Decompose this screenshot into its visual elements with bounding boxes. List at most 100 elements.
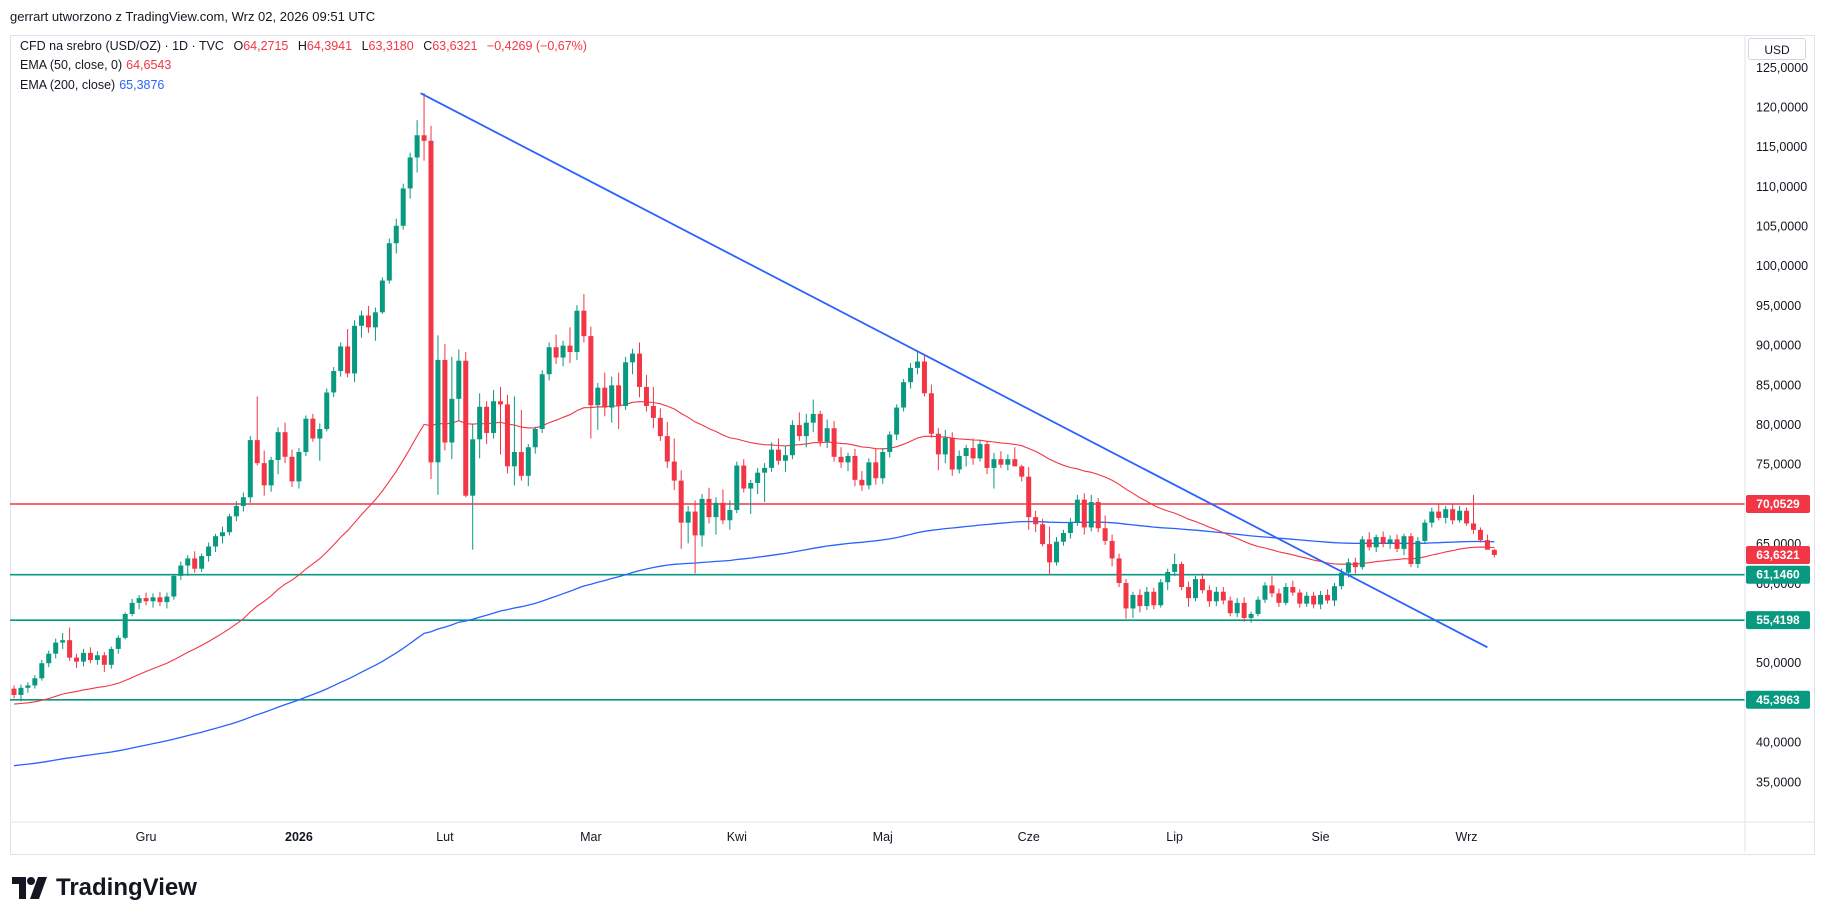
candle <box>1081 493 1087 535</box>
price-tag-bg <box>1746 495 1810 514</box>
candle <box>317 423 323 461</box>
candle-body <box>74 657 80 662</box>
candle <box>233 501 239 522</box>
candle <box>1457 506 1463 523</box>
x-tick-label: Sie <box>1312 830 1330 844</box>
candle-body <box>81 652 86 662</box>
ema200-value: 65,3876 <box>119 78 165 92</box>
candle <box>1074 494 1080 526</box>
candle-body <box>616 385 622 406</box>
price-tag-bg <box>1746 565 1810 584</box>
ema50-label: EMA (50, close, 0) <box>20 58 123 72</box>
candle-body <box>602 387 608 408</box>
candle <box>873 448 879 485</box>
candle-body <box>310 418 316 439</box>
ema200-line <box>13 520 1495 767</box>
candle <box>1415 536 1421 568</box>
candle-body <box>365 315 371 328</box>
candle <box>539 370 545 433</box>
candle-body <box>240 497 246 507</box>
candle-body <box>435 359 441 463</box>
price-tag-support: 45,3963 <box>1746 690 1810 709</box>
candle-body <box>887 434 893 453</box>
candle <box>1318 590 1324 610</box>
candle-body <box>32 678 38 686</box>
price-tag-label: 63,6321 <box>1756 548 1800 562</box>
candle <box>393 218 399 254</box>
candle-body <box>1193 579 1198 599</box>
candle <box>470 423 476 550</box>
y-tick-label: 50,0000 <box>1756 656 1801 670</box>
candle-body <box>1394 539 1400 549</box>
candle <box>498 386 503 455</box>
legend-ema200: EMA (200, close) 65,3876 <box>20 78 164 92</box>
candle-body <box>324 392 330 429</box>
candle-body <box>1276 593 1282 603</box>
candle <box>150 593 156 608</box>
price-tag-label: 55,4198 <box>1756 613 1800 627</box>
candle-body <box>470 439 476 496</box>
candle-body <box>94 655 100 661</box>
candle-body <box>185 558 191 566</box>
candle <box>164 592 170 609</box>
currency-button[interactable]: USD <box>1748 38 1806 60</box>
candle-body <box>504 404 510 467</box>
ema-lines <box>13 401 1495 767</box>
candle-body <box>1206 590 1212 602</box>
candle <box>699 494 705 547</box>
candle <box>1471 494 1476 534</box>
candle <box>511 396 517 486</box>
candle-body <box>963 448 969 456</box>
candle <box>87 647 93 664</box>
candle <box>178 561 184 580</box>
candle-body <box>226 516 232 533</box>
candle <box>1019 464 1025 482</box>
price-tag-support: 61,1460 <box>1746 565 1810 584</box>
candle <box>254 396 260 466</box>
candle-body <box>880 452 886 479</box>
candle-body <box>1137 594 1143 607</box>
candle <box>1373 534 1379 553</box>
candle <box>1408 533 1414 568</box>
candle <box>567 327 573 364</box>
candle <box>261 450 267 496</box>
candle <box>1491 548 1497 558</box>
candle <box>1297 589 1303 608</box>
candle-body <box>122 613 128 638</box>
candle <box>852 448 858 487</box>
legend-ema50: EMA (50, close, 0) 64,6543 <box>20 58 171 72</box>
candle <box>553 334 559 364</box>
candle-body <box>171 575 177 597</box>
candle-body <box>1387 539 1393 544</box>
candle <box>463 351 469 498</box>
candle-body <box>1158 582 1164 606</box>
candle-body <box>303 418 309 453</box>
candle-body <box>713 502 719 518</box>
candle-body <box>796 425 802 437</box>
candle-body <box>1213 591 1219 602</box>
candle-body <box>1484 540 1490 550</box>
candle <box>1060 529 1066 546</box>
brand-logo[interactable]: TradingView <box>12 874 197 902</box>
chart-frame[interactable] <box>10 35 1815 855</box>
candle <box>588 326 594 439</box>
candle <box>81 648 86 667</box>
candle <box>46 650 52 668</box>
x-tick-label: Cze <box>1018 830 1040 844</box>
y-tick-label: 80,0000 <box>1756 418 1801 432</box>
y-tick-label: 105,0000 <box>1756 220 1808 234</box>
candle-body <box>692 511 698 536</box>
candle-body <box>574 310 580 352</box>
candle-body <box>1373 536 1379 548</box>
candle <box>1227 596 1233 617</box>
candle-body <box>1054 541 1059 563</box>
candle <box>1123 579 1129 619</box>
candle-body <box>1422 522 1428 541</box>
candle-body <box>901 382 907 408</box>
candle <box>414 120 420 173</box>
candle <box>352 320 358 383</box>
y-tick-label: 100,0000 <box>1756 259 1808 273</box>
candle <box>1464 507 1470 526</box>
candle <box>901 378 907 412</box>
